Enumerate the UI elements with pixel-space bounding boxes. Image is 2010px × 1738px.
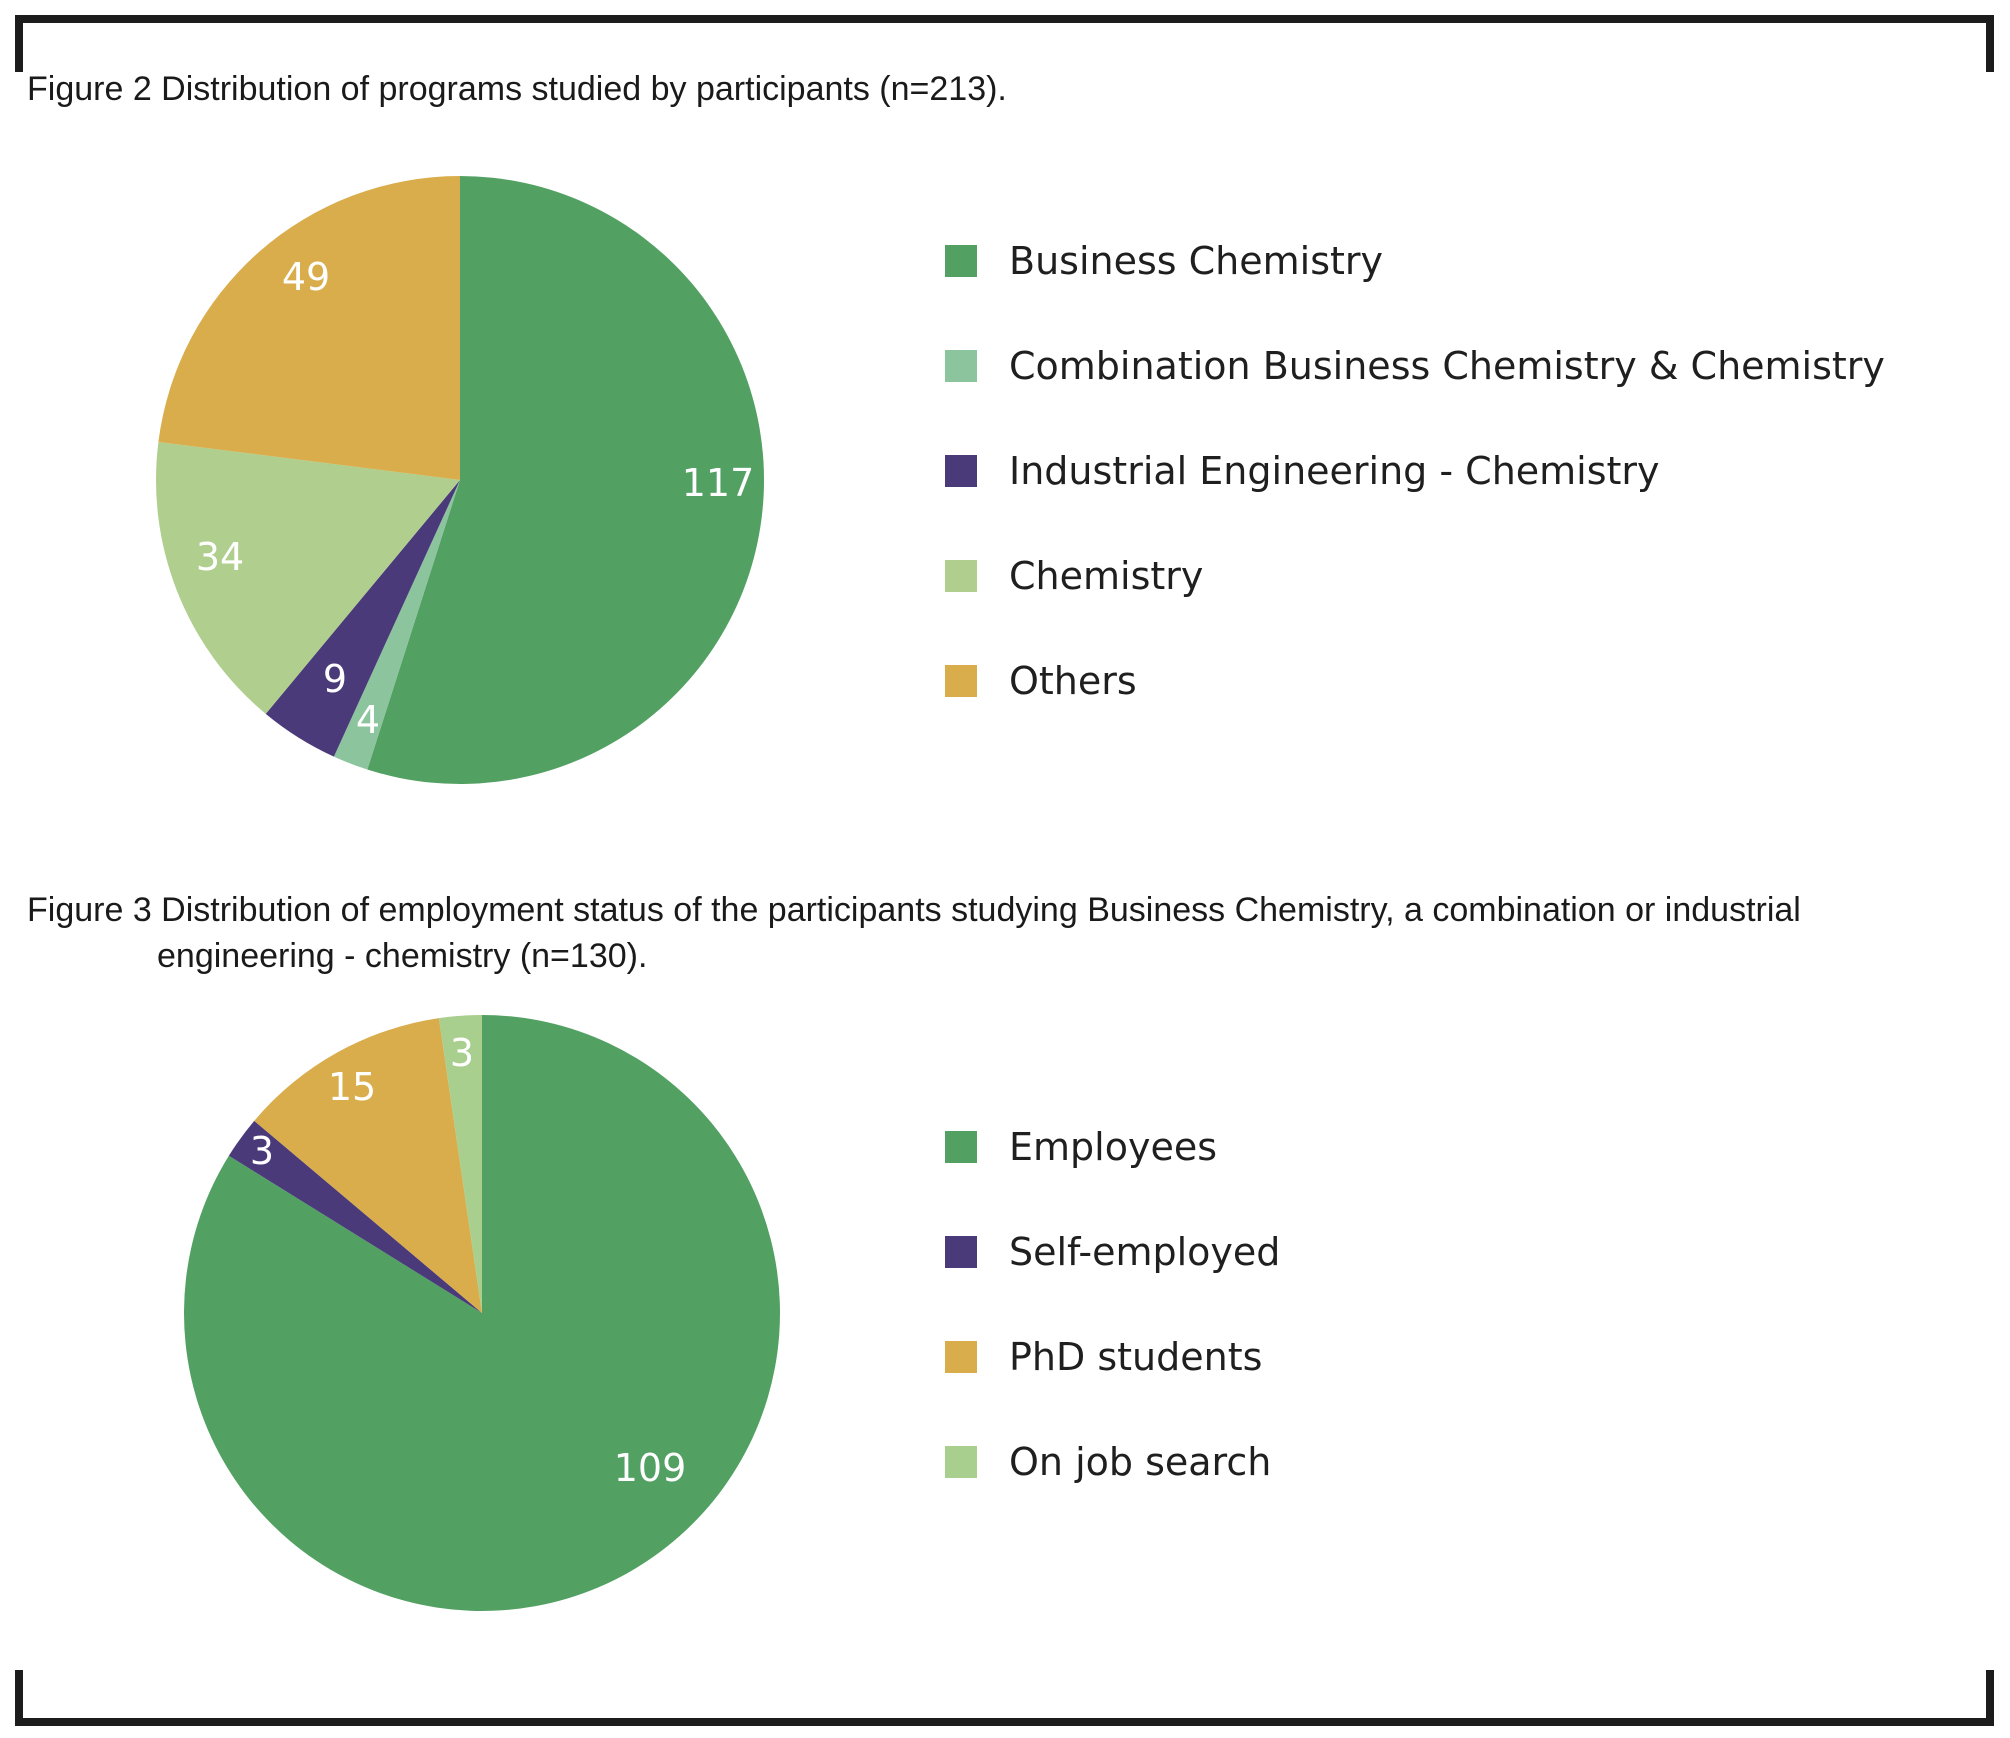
legend-swatch <box>945 559 977 592</box>
pie-slice-phd-students <box>254 1018 482 1313</box>
legend-label: Others <box>1009 658 1137 703</box>
legend-label: Self-employed <box>1009 1229 1281 1274</box>
legend-item: PhD students <box>945 1304 1280 1409</box>
legend-item: Business Chemistry <box>945 208 1885 313</box>
figure-3-legend: Employees Self-employed PhD students On job… <box>945 1094 1280 1514</box>
legend-label: Employees <box>1009 1124 1217 1169</box>
slice-value-label: 3 <box>250 1129 274 1173</box>
legend-item: Self-employed <box>945 1199 1280 1304</box>
pie-slice-industrial-engineering-chemistry <box>265 480 460 757</box>
slice-value-label: 15 <box>328 1065 376 1109</box>
legend-item: Chemistry <box>945 523 1885 628</box>
pie-slice-business-chemistry <box>367 176 765 785</box>
legend-label: Chemistry <box>1009 553 1204 598</box>
pie-slice-others <box>158 176 460 480</box>
slice-value-label: 3 <box>450 1031 474 1075</box>
slice-value-label: 4 <box>356 698 380 742</box>
legend-item: Others <box>945 628 1885 733</box>
legend-swatch <box>945 1235 977 1268</box>
legend-item: On job search <box>945 1409 1280 1514</box>
legend-swatch <box>945 1445 977 1478</box>
figure-2-legend: Business Chemistry Combination Business C… <box>945 208 1885 733</box>
legend-label: On job search <box>1009 1439 1272 1484</box>
slice-value-label: 109 <box>614 1446 687 1490</box>
pie-slice-combination-business-chemistry-and-chemistry <box>333 480 460 770</box>
legend-label: PhD students <box>1009 1334 1263 1379</box>
legend-label: Industrial Engineering - Chemistry <box>1009 448 1660 493</box>
pie-slice-on-job-search <box>438 1015 482 1313</box>
figure-3-caption: Figure 3 Distribution of employment stat… <box>27 887 1967 979</box>
legend-swatch <box>945 244 977 277</box>
legend-swatch <box>945 454 977 487</box>
pie-slice-self-employed <box>228 1120 482 1313</box>
legend-swatch <box>945 1130 977 1163</box>
legend-item: Employees <box>945 1094 1280 1199</box>
legend-label: Combination Business Chemistry & Chemist… <box>1009 343 1885 388</box>
legend-item: Combination Business Chemistry & Chemist… <box>945 313 1885 418</box>
legend-label: Business Chemistry <box>1009 238 1384 283</box>
figure-3-title-line-1: Figure 3 Distribution of employment stat… <box>27 891 1801 929</box>
legend-swatch <box>945 1340 977 1373</box>
figure-2-title: Figure 2 Distribution of programs studie… <box>27 70 1007 108</box>
pie-slice-employees <box>183 1015 780 1611</box>
legend-swatch <box>945 349 977 382</box>
slice-value-label: 9 <box>323 657 347 701</box>
pie-slice-chemistry <box>156 441 460 714</box>
figure-3-title-line-2: engineering - chemistry (n=130). <box>157 937 648 975</box>
slice-value-label: 34 <box>196 535 244 579</box>
slice-value-label: 117 <box>682 461 755 505</box>
legend-swatch <box>945 664 977 697</box>
figure-2-caption: Figure 2 Distribution of programs studie… <box>27 66 1967 112</box>
legend-item: Industrial Engineering - Chemistry <box>945 418 1885 523</box>
slice-value-label: 49 <box>282 255 330 299</box>
